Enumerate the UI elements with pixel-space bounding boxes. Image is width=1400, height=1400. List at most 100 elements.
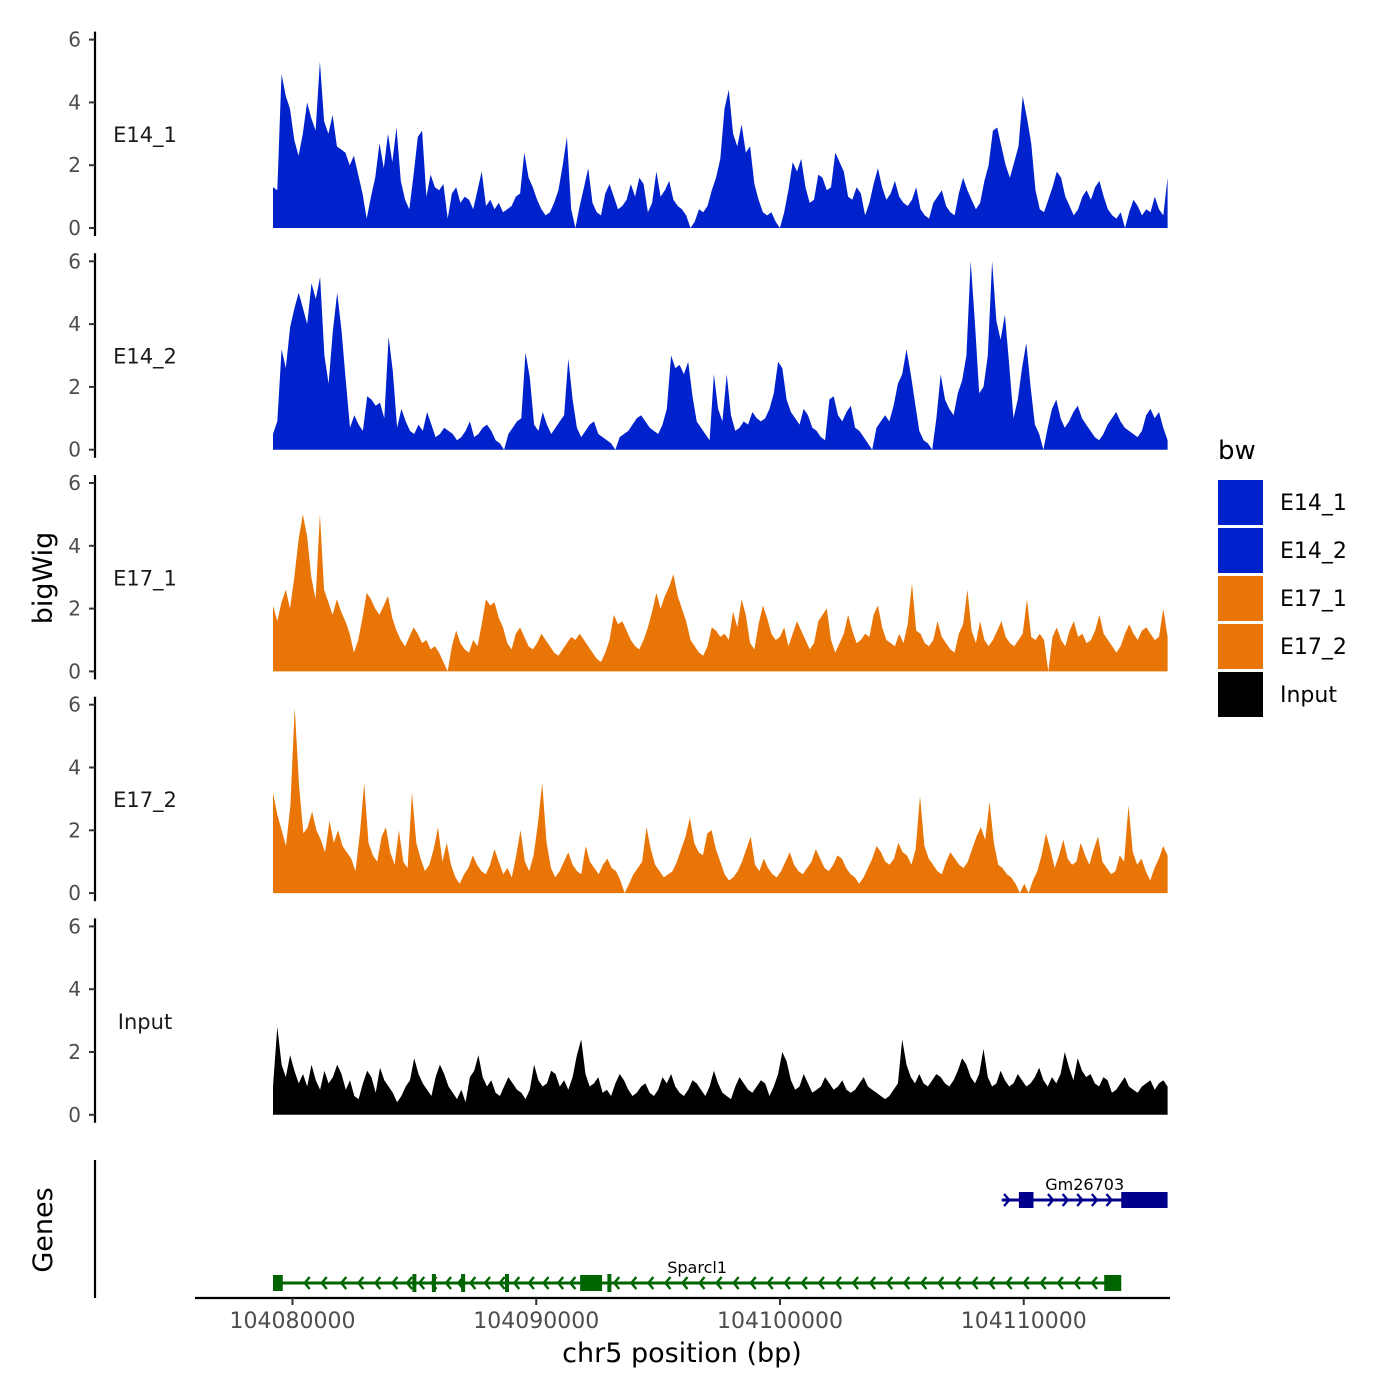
legend-swatch: [1218, 672, 1263, 717]
strand-arrow: [356, 1276, 365, 1290]
strand-arrow: [749, 1276, 757, 1290]
x-tick-label: 104110000: [961, 1309, 1087, 1334]
legend-label: Input: [1280, 683, 1337, 708]
strand-arrow: [1073, 1276, 1081, 1290]
x-tick-label: 104080000: [230, 1309, 356, 1334]
x-axis: 104080000 104090000 104100000 104110000: [195, 1296, 1170, 1334]
strand-arrow: [902, 1276, 911, 1290]
legend-entry: E17_2: [1218, 624, 1347, 669]
legend-label: E14_2: [1280, 539, 1347, 564]
exon: [431, 1274, 436, 1292]
strand-arrow: [390, 1276, 399, 1290]
strand-arrow: [800, 1276, 808, 1290]
y-tick-label: 6: [68, 471, 81, 495]
y-tick-label: 4: [68, 312, 81, 336]
track-E17_2: 0 2 4 6 E17_2: [68, 693, 1168, 905]
gene-track: Gm26703 Sparcl1: [93, 1160, 1168, 1298]
strand-arrow: [1022, 1276, 1030, 1290]
track-label: E17_2: [113, 788, 177, 813]
x-axis-title: chr5 position (bp): [562, 1338, 802, 1369]
y-tick-label: 0: [68, 216, 81, 240]
strand-arrow: [988, 1276, 996, 1290]
gene-Gm26703: Gm26703: [1001, 1175, 1168, 1208]
strand-arrow: [527, 1276, 535, 1290]
signal-tracks: 0 2 4 6 E14_1 0 2 4 6 E14_2 0 2 4 6 E17_1 0 2 4 6 E17_2 0 2 4 6…: [68, 28, 1168, 1127]
legend-swatch: [1218, 528, 1263, 573]
strand-arrow: [1056, 1276, 1064, 1290]
strand-arrow: [1105, 1193, 1114, 1207]
y-tick-label: 6: [68, 249, 81, 273]
strand-arrow: [834, 1276, 842, 1290]
y-tick-label: 2: [68, 818, 81, 842]
strand-arrow: [556, 1276, 565, 1290]
y-tick-label: 0: [68, 881, 81, 905]
area-E17_2: [273, 707, 1168, 894]
strand-arrow: [953, 1276, 962, 1290]
strand-arrow: [568, 1276, 577, 1290]
area-E17_1: [273, 514, 1168, 672]
strand-arrow: [851, 1276, 860, 1290]
legend: bw E14_1 E14_2 E17_1 E17_2 Input: [1218, 436, 1347, 717]
exon: [273, 1275, 283, 1291]
legend-entry: E14_1: [1218, 480, 1347, 525]
y-tick-label: 2: [68, 1040, 81, 1064]
y-tick-label: 0: [68, 438, 81, 462]
strand-arrow: [512, 1276, 521, 1290]
legend-swatch: [1218, 576, 1263, 621]
y-tick-label: 0: [68, 659, 81, 683]
strand-arrow: [612, 1276, 621, 1290]
strand-arrow: [885, 1276, 894, 1290]
y-tick-label: 0: [68, 1103, 81, 1127]
x-tick-label: 104090000: [473, 1309, 599, 1334]
strand-arrow: [698, 1276, 706, 1290]
track-E14_1: 0 2 4 6 E14_1: [68, 28, 1168, 240]
exon: [580, 1275, 603, 1291]
strand-arrow: [715, 1276, 723, 1290]
area-E14_2: [273, 261, 1168, 450]
strand-arrow: [1003, 1193, 1011, 1207]
y-tick-label: 4: [68, 534, 81, 558]
exon: [412, 1274, 417, 1292]
legend-swatch: [1218, 624, 1263, 669]
strand-arrow: [320, 1276, 328, 1290]
strand-arrow: [483, 1276, 491, 1290]
strand-arrow: [629, 1276, 638, 1290]
y-tick-label: 6: [68, 28, 81, 52]
exon: [1104, 1275, 1122, 1291]
strand-arrow: [542, 1276, 550, 1290]
strand-arrow: [1076, 1193, 1084, 1207]
strand-arrow: [373, 1276, 382, 1290]
track-label: E14_2: [113, 345, 177, 370]
strand-arrow: [444, 1276, 452, 1290]
y-tick-label: 4: [68, 977, 81, 1001]
y-tick-label: 2: [68, 375, 81, 399]
strand-arrow: [1090, 1276, 1098, 1290]
legend-entries: E14_1 E14_2 E17_1 E17_2 Input: [1218, 480, 1347, 717]
strand-arrow: [646, 1276, 655, 1290]
strand-arrow: [919, 1276, 928, 1290]
track-label: Input: [118, 1010, 172, 1034]
strand-arrow: [732, 1276, 740, 1290]
y-tick-label: 4: [68, 756, 81, 780]
y-tick-label: 4: [68, 90, 81, 114]
gene-label: Sparcl1: [667, 1258, 727, 1277]
area-Input: [273, 1026, 1168, 1115]
strand-arrow: [1005, 1276, 1013, 1290]
strand-arrow: [783, 1276, 791, 1290]
track-E14_2: 0 2 4 6 E14_2: [68, 249, 1168, 462]
strand-arrow: [405, 1276, 413, 1290]
track-label: E14_1: [113, 123, 177, 148]
exon: [1018, 1192, 1034, 1208]
legend-title: bw: [1218, 436, 1256, 466]
y-axis-title: bigWig: [28, 532, 59, 625]
area-E14_1: [273, 61, 1168, 228]
strand-arrow: [1061, 1193, 1070, 1207]
exon: [607, 1274, 612, 1292]
legend-entry: E14_2: [1218, 528, 1347, 573]
y-tick-label: 2: [68, 153, 81, 177]
strand-arrow: [868, 1276, 877, 1290]
strand-arrow: [303, 1276, 311, 1290]
y-tick-label: 6: [68, 693, 81, 717]
strand-arrow: [971, 1276, 979, 1290]
strand-arrow: [1039, 1276, 1047, 1290]
